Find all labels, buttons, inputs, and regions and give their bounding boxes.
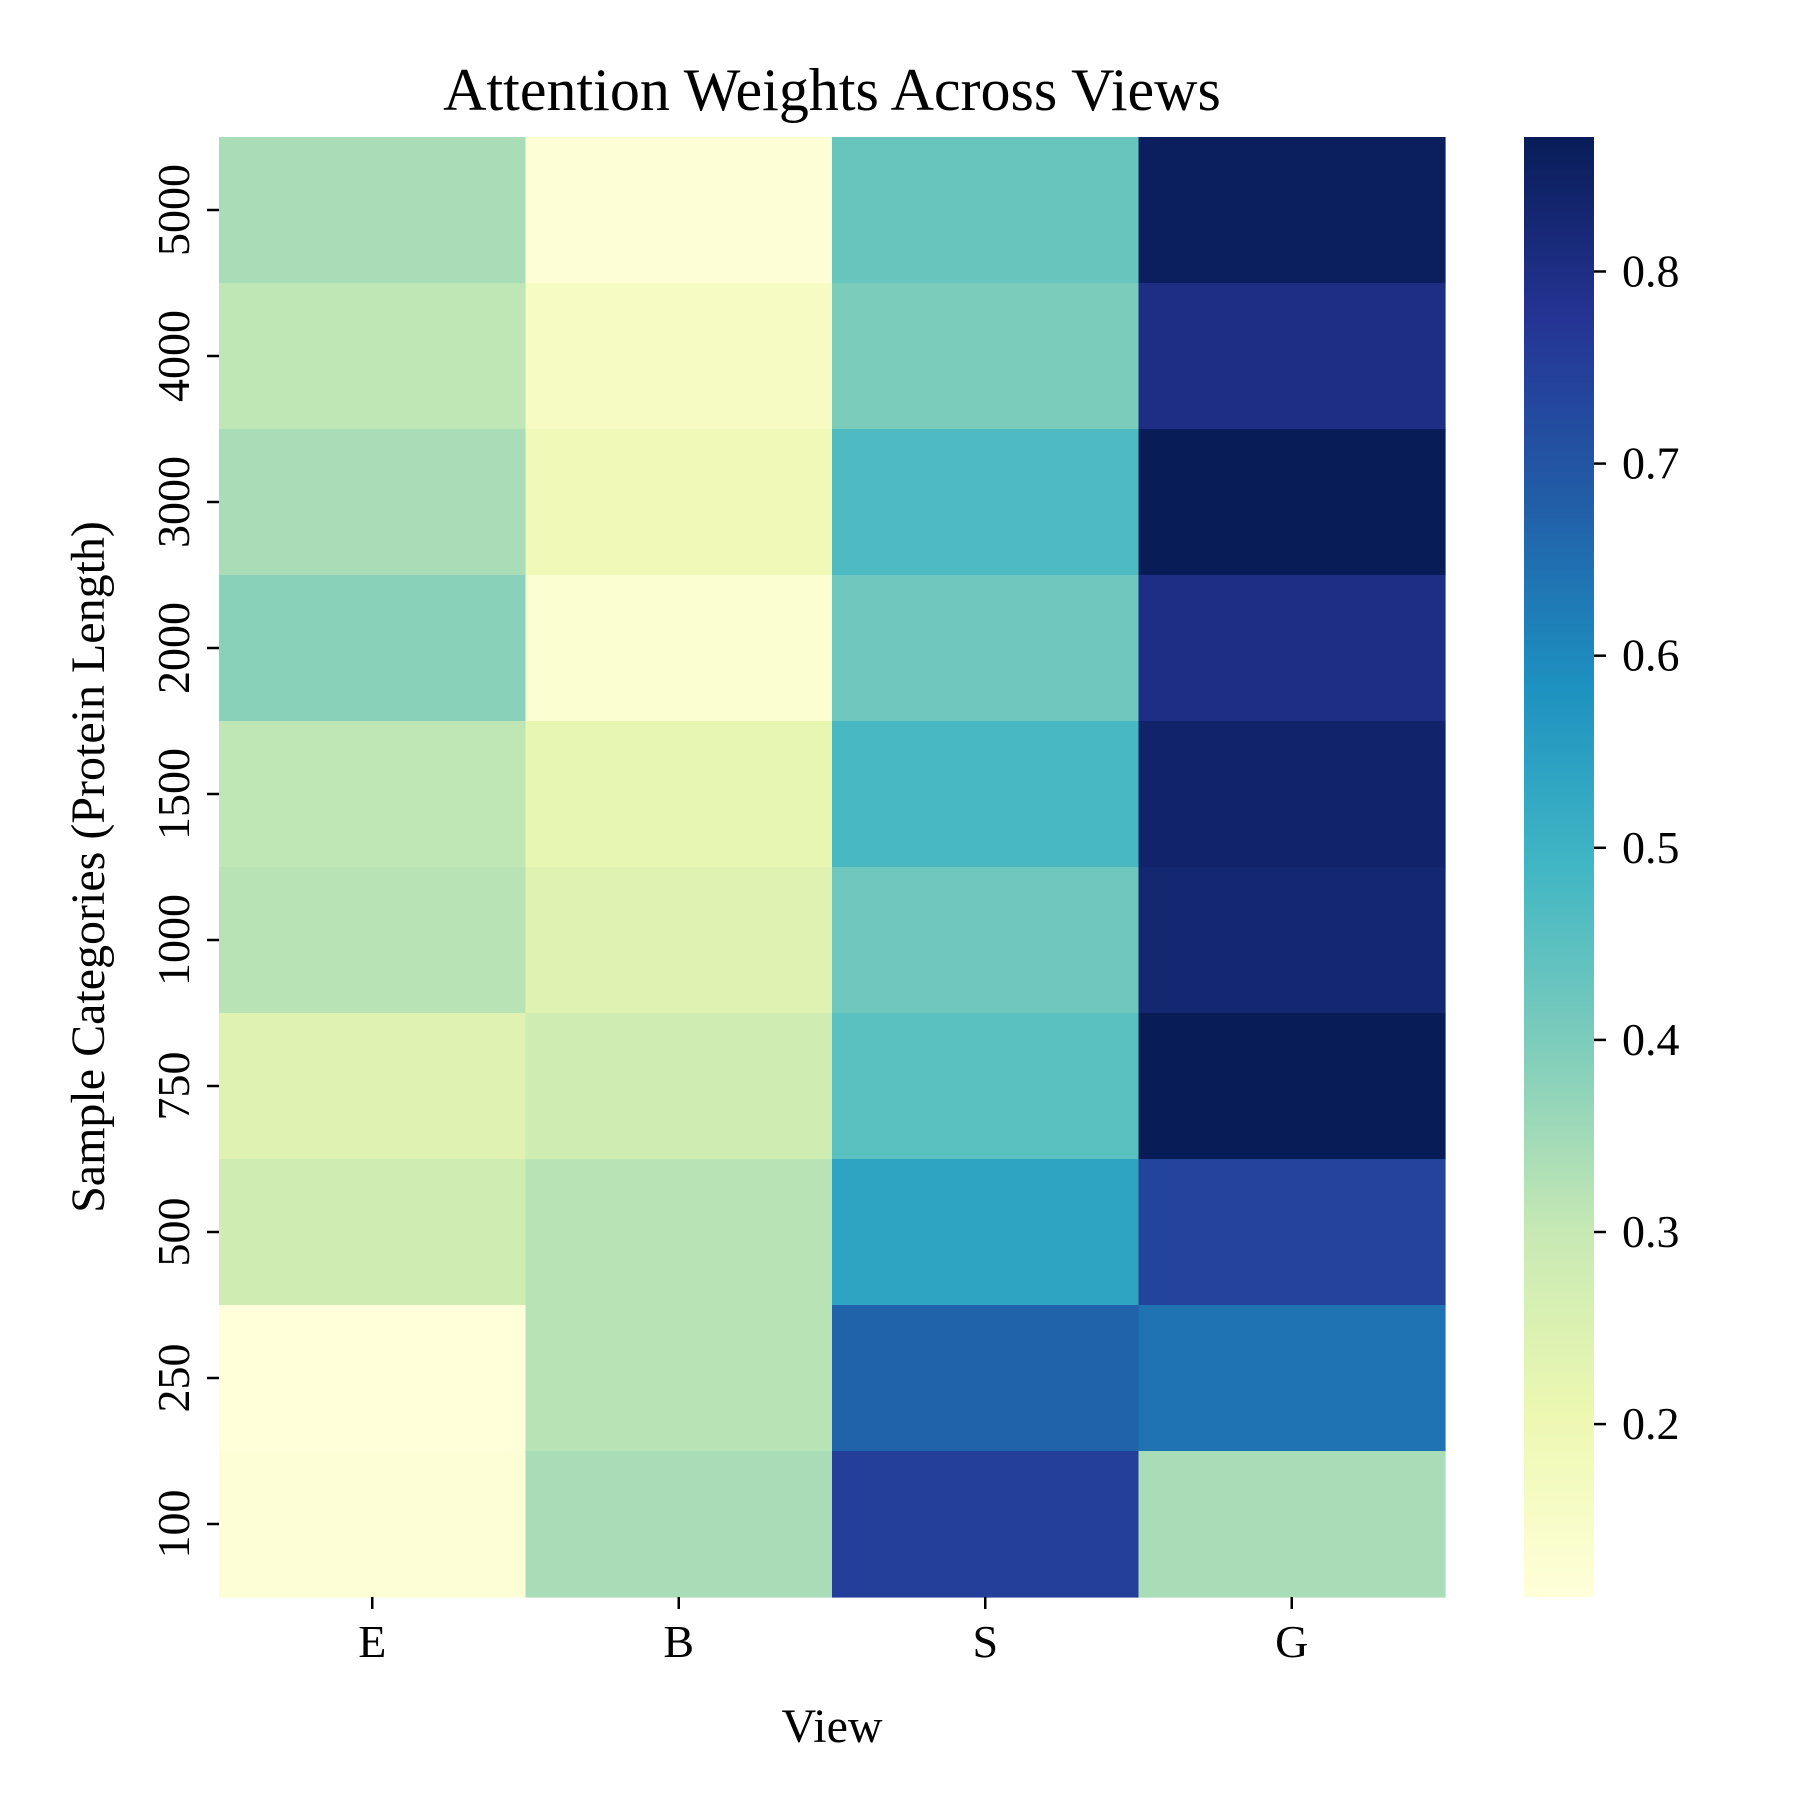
heatmap-cell [1138, 137, 1446, 284]
heatmap-cell [219, 1305, 527, 1452]
heatmap-cell [525, 1159, 833, 1306]
heatmap-cell [219, 1159, 527, 1306]
heatmap-cell [832, 283, 1140, 430]
heatmap-cell [525, 1013, 833, 1160]
heatmap-cell [1138, 575, 1446, 722]
x-tick-label: G [1275, 1616, 1308, 1667]
heatmap-cell [525, 721, 833, 868]
heatmap-cell [525, 575, 833, 722]
heatmap-cell [832, 1451, 1140, 1598]
y-tick-label: 3000 [148, 456, 199, 548]
x-tick-label: B [663, 1616, 694, 1667]
colorbar-tick-label: 0.5 [1622, 822, 1680, 873]
heatmap-cell [219, 721, 527, 868]
colorbar-tick-label: 0.2 [1622, 1398, 1680, 1449]
y-axis-label: Sample Categories (Protein Length) [62, 521, 115, 1213]
heatmap-cell [832, 867, 1140, 1014]
colorbar-tick-label: 0.3 [1622, 1206, 1680, 1257]
colorbar-tick-label: 0.8 [1622, 245, 1680, 296]
heatmap-cell [832, 1305, 1140, 1452]
colorbar-ticks: 0.2 0.3 0.4 0.5 0.6 0.7 0.8 [1594, 245, 1680, 1449]
heatmap-cell [832, 721, 1140, 868]
heatmap-cell [1138, 429, 1446, 576]
heatmap-cell [219, 575, 527, 722]
heatmap-cell [832, 575, 1140, 722]
chart-title: Attention Weights Across Views [443, 57, 1221, 123]
heatmap-cell [832, 137, 1140, 284]
colorbar-tick-label: 0.4 [1622, 1014, 1680, 1065]
heatmap-cell [525, 137, 833, 284]
y-tick-label: 500 [148, 1198, 199, 1267]
colorbar-tick-label: 0.6 [1622, 630, 1680, 681]
y-tick-label: 1000 [148, 894, 199, 986]
heatmap-cell [1138, 1451, 1446, 1598]
heatmap-cell [1138, 721, 1446, 868]
y-tick-label: 1500 [148, 748, 199, 840]
heatmap-cell [525, 1305, 833, 1452]
colorbar-tick-label: 0.7 [1622, 438, 1680, 489]
heatmap-cell [832, 429, 1140, 576]
heatmap-cell [219, 1451, 527, 1598]
y-tick-label: 250 [148, 1344, 199, 1413]
heatmap-cell [1138, 1305, 1446, 1452]
y-tick-label: 2000 [148, 602, 199, 694]
heatmap-cell [219, 137, 527, 284]
y-tick-label: 5000 [148, 164, 199, 256]
heatmap-cell [525, 867, 833, 1014]
heatmap-cell [832, 1013, 1140, 1160]
heatmap-cell [525, 429, 833, 576]
heatmap-cells [219, 137, 1446, 1598]
heatmap-cell [525, 283, 833, 430]
heatmap-cell [525, 1451, 833, 1598]
x-tick-label: E [358, 1616, 386, 1667]
y-tick-label: 750 [148, 1052, 199, 1121]
y-tick-label: 4000 [148, 310, 199, 402]
heatmap-cell [219, 1013, 527, 1160]
heatmap-cell [1138, 1159, 1446, 1306]
x-axis-label: View [781, 1700, 882, 1753]
y-tick-label: 100 [148, 1490, 199, 1559]
heatmap-cell [832, 1159, 1140, 1306]
heatmap-cell [219, 429, 527, 576]
y-axis-ticks: 5000 4000 3000 2000 1500 1000 750 500 250 100 [148, 164, 219, 1559]
heatmap-cell [1138, 283, 1446, 430]
heatmap-cell [219, 867, 527, 1014]
heatmap-cell [1138, 1013, 1446, 1160]
heatmap-cell [1138, 867, 1446, 1014]
heatmap-cell [219, 283, 527, 430]
colorbar [1524, 137, 1594, 1597]
x-tick-label: S [972, 1616, 998, 1667]
